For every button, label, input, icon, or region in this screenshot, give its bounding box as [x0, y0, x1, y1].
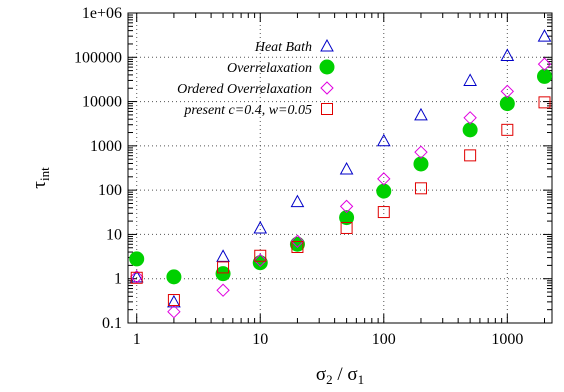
data-point-filled-circle	[252, 255, 268, 271]
data-point-diamond	[253, 253, 267, 268]
legend-marker-diamond	[320, 81, 334, 95]
data-point-triangle	[167, 294, 181, 308]
data-point-square	[167, 294, 180, 307]
data-point-filled-circle	[413, 156, 429, 172]
data-point-filled-circle	[129, 251, 145, 267]
data-point-square	[464, 149, 477, 162]
data-point-triangle	[290, 194, 305, 208]
x-tick-label: 1	[133, 331, 141, 348]
data-point-triangle	[500, 48, 515, 61]
x-axis-title-mid: / σ	[333, 364, 358, 385]
data-point-diamond	[339, 199, 354, 214]
data-point-diamond	[463, 111, 477, 125]
y-tick-label: 100	[98, 182, 122, 199]
y-tick-label: 10	[106, 226, 122, 243]
data-point-diamond	[414, 145, 428, 159]
legend-label: present c=0.4, w=0.05	[183, 103, 312, 118]
data-point-triangle	[216, 249, 230, 262]
data-point-triangle	[339, 161, 354, 175]
legend-marker-filled-circle	[319, 59, 335, 75]
data-point-triangle	[376, 133, 391, 147]
x-tick-label: 1000	[491, 331, 523, 348]
data-point-diamond	[537, 57, 552, 71]
data-point-square	[217, 261, 230, 274]
series-triangle	[129, 29, 552, 308]
data-point-filled-circle	[166, 269, 182, 285]
data-point-square	[414, 182, 427, 195]
series-square	[130, 96, 551, 307]
x-tick-label: 10	[252, 331, 268, 348]
y-tick-label: 1000	[90, 138, 122, 155]
x-axis-title-sub2: 1	[358, 372, 365, 387]
data-point-diamond	[290, 234, 305, 248]
y-tick-label: 10000	[82, 94, 122, 111]
data-point-diamond	[216, 283, 230, 297]
plot-frame	[127, 12, 553, 324]
y-tick-label: 0.1	[102, 315, 122, 332]
legend-marker-square	[321, 103, 333, 115]
series-markers	[129, 29, 553, 319]
data-point-triangle	[129, 269, 144, 283]
data-point-square	[538, 96, 551, 109]
legend-label: Heat Bath	[254, 40, 312, 55]
data-point-filled-circle	[339, 210, 355, 226]
legend-label: Ordered Overrelaxation	[177, 82, 312, 97]
series-diamond	[130, 57, 552, 319]
x-tick-label: 100	[372, 331, 396, 348]
y-axis-title-sub: int	[37, 167, 52, 181]
y-axis-title: τint	[29, 167, 52, 189]
data-point-triangle	[414, 107, 428, 121]
data-point-square	[130, 271, 143, 284]
y-tick-label: 1e+06	[82, 5, 122, 22]
data-point-square	[254, 249, 267, 262]
y-axis-title-main: τ	[29, 181, 50, 189]
data-point-square	[291, 241, 304, 254]
data-point-filled-circle	[537, 68, 553, 84]
data-point-square	[377, 206, 390, 219]
legend: Heat Bath Overrelaxation Ordered Overrelax…	[177, 38, 335, 118]
data-point-filled-circle	[376, 183, 392, 199]
data-point-triangle	[463, 73, 477, 86]
data-point-triangle	[537, 29, 552, 42]
data-point-square	[501, 123, 514, 136]
series-filled-circle	[129, 68, 553, 285]
data-point-diamond	[500, 84, 515, 99]
data-point-diamond	[377, 172, 391, 186]
data-point-filled-circle	[215, 266, 231, 282]
y-tick-label: 100000	[74, 49, 122, 66]
data-point-filled-circle	[462, 122, 478, 138]
y-tick-label: 1	[114, 271, 122, 288]
data-point-square	[340, 221, 353, 234]
legend-marker-triangle	[320, 38, 334, 52]
data-point-filled-circle	[289, 236, 305, 252]
data-point-filled-circle	[499, 96, 515, 112]
data-point-diamond	[167, 304, 181, 319]
legend-label: Overrelaxation	[227, 61, 312, 76]
data-point-triangle	[253, 220, 268, 234]
x-axis-title-sub1: 2	[326, 372, 333, 387]
x-axis-title-main: σ	[316, 364, 326, 385]
axis-ticks: 1 10 100 1000 0.1 1 10 100 1000 10000 100000 1e+06	[74, 5, 552, 348]
x-axis-title: σ2 / σ1	[316, 364, 364, 387]
